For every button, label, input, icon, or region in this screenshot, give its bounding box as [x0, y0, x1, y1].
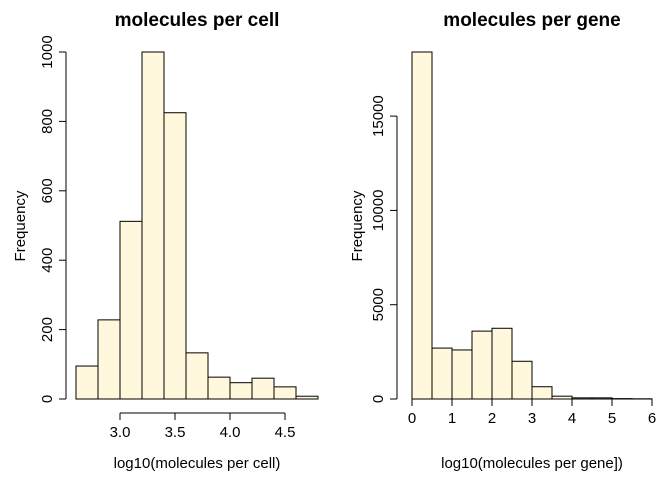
- histogram-bar: [98, 320, 120, 399]
- y-tick-label: 800: [39, 109, 56, 134]
- y-axis: 0 200 400 600 800 1000: [39, 35, 66, 403]
- y-tick-label: 200: [39, 317, 56, 342]
- histogram-bar: [142, 52, 164, 399]
- histogram-bar: [274, 387, 296, 399]
- histogram-bar: [296, 396, 318, 399]
- x-tick-label: 6: [648, 410, 656, 427]
- chart-title: molecules per gene: [443, 10, 620, 31]
- x-tick-label: 5: [608, 410, 616, 427]
- histogram-bar: [412, 52, 432, 399]
- x-tick-label: 4: [568, 410, 576, 427]
- gene-histogram-panel: molecules per gene log10(molecules per g…: [349, 10, 656, 472]
- x-tick-label: 3: [528, 410, 536, 427]
- x-tick-label: 2: [488, 410, 496, 427]
- histogram-bar: [252, 378, 274, 399]
- x-axis-label: log10(molecules per gene]): [441, 455, 623, 472]
- histogram-bar: [208, 377, 230, 399]
- y-tick-label: 400: [39, 248, 56, 273]
- histogram-bar: [230, 383, 252, 399]
- y-tick-label: 1000: [39, 35, 56, 68]
- chart-title: molecules per cell: [115, 10, 280, 31]
- histogram-bar: [452, 350, 472, 399]
- histogram-bar: [492, 328, 512, 399]
- y-tick-label: 5000: [370, 288, 387, 321]
- x-tick-label: 3.0: [110, 424, 131, 441]
- histogram-bar: [164, 113, 186, 399]
- x-tick-label: 1: [448, 410, 456, 427]
- x-axis-label: log10(molecules per cell): [114, 455, 281, 472]
- y-tick-label: 600: [39, 178, 56, 203]
- cell-histogram-panel: molecules per cell log10(molecules per c…: [12, 10, 318, 472]
- x-tick-label: 3.5: [165, 424, 186, 441]
- bars: [412, 52, 652, 399]
- x-tick-label: 0: [408, 410, 416, 427]
- y-tick-label: 0: [370, 395, 387, 403]
- histogram-bar: [472, 331, 492, 399]
- x-tick-label: 4.0: [220, 424, 241, 441]
- y-tick-label: 0: [39, 395, 56, 403]
- x-tick-label: 4.5: [275, 424, 296, 441]
- histogram-bar: [76, 366, 98, 399]
- y-tick-label: 10000: [370, 190, 387, 232]
- y-axis: 0 5000 10000 15000: [370, 95, 397, 403]
- bars: [76, 52, 318, 399]
- histogram-bar: [532, 387, 552, 399]
- x-axis: 0 1 2 3 4 5 6: [408, 399, 656, 427]
- histogram-bar: [186, 353, 208, 399]
- histogram-bar: [120, 221, 142, 399]
- y-tick-label: 15000: [370, 95, 387, 137]
- y-axis-label: Frequency: [349, 190, 366, 261]
- y-axis-label: Frequency: [12, 190, 29, 261]
- x-axis: 3.0 3.5 4.0 4.5: [110, 413, 296, 441]
- histogram-bar: [432, 348, 452, 399]
- histogram-bar: [512, 361, 532, 399]
